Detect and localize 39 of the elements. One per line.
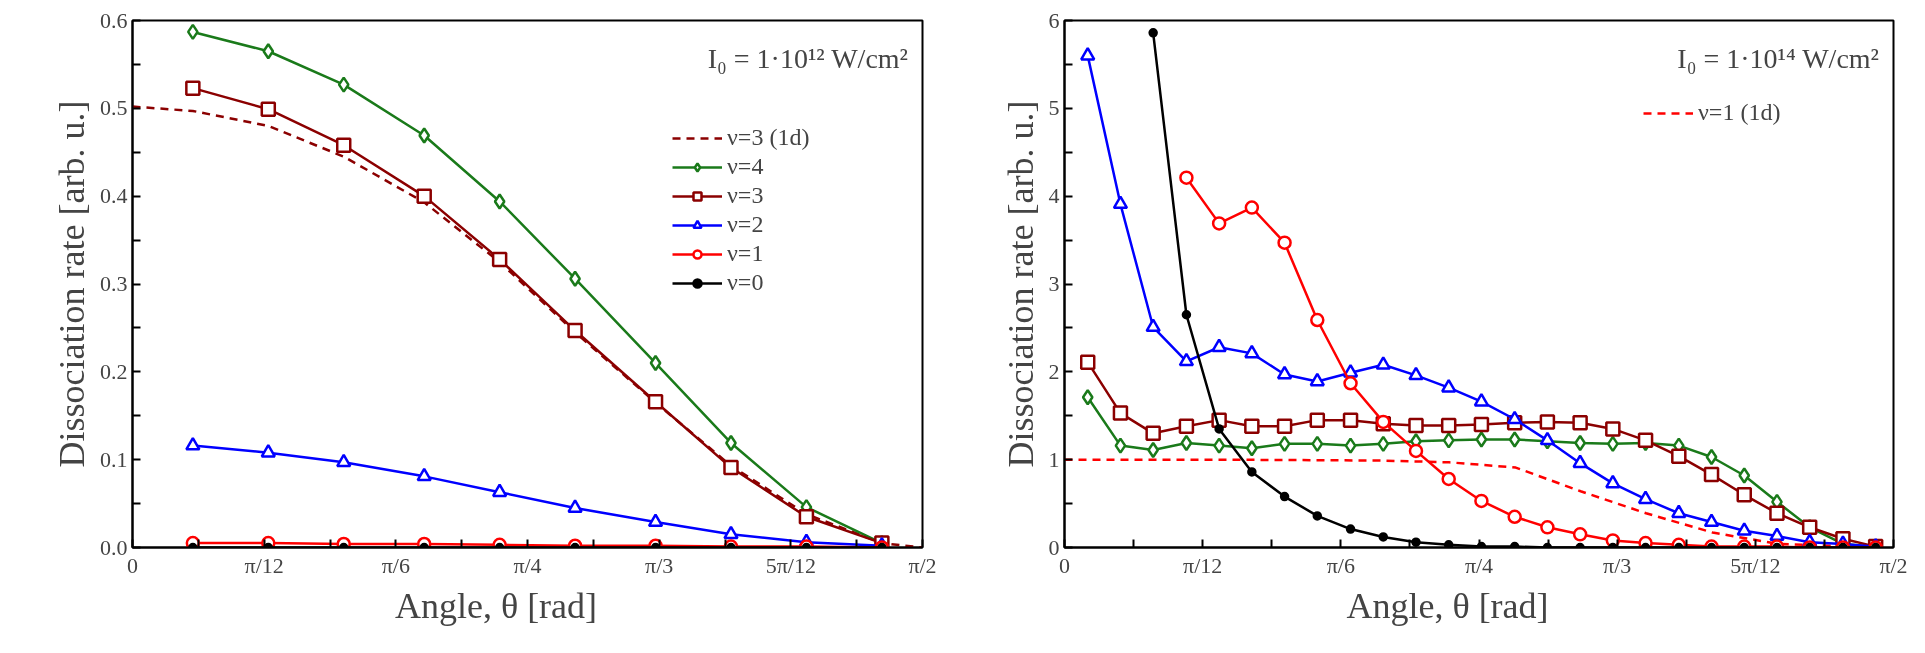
annotation: I₀ = 1·10¹² W/cm² xyxy=(707,42,908,74)
y-tick-label: 0.3 xyxy=(100,271,128,296)
y-tick-label: 0.0 xyxy=(100,534,128,560)
x-axis-title: Angle, θ [rad] xyxy=(394,585,598,626)
x-tick-label: 5π/12 xyxy=(765,552,816,578)
y-tick-label: 0.2 xyxy=(100,358,128,384)
y-tick-label: 4 xyxy=(1048,183,1060,209)
legend-label: ν=4 xyxy=(727,153,764,180)
x-tick-label: 5π/12 xyxy=(1730,552,1781,578)
y-tick-label: 1 xyxy=(1048,446,1060,472)
y-tick-label: 0 xyxy=(1048,534,1060,560)
x-tick-label: π/12 xyxy=(244,552,284,578)
y-tick-label: 0.6 xyxy=(100,7,128,33)
x-tick-label: π/6 xyxy=(381,552,410,578)
y-tick-label: 5 xyxy=(1048,95,1060,121)
x-tick-label: π/2 xyxy=(1879,552,1908,578)
legend-label: ν=0 xyxy=(727,269,764,296)
legend-label: ν=3 (1d) xyxy=(727,124,810,151)
legend-label: ν=2 xyxy=(727,211,764,238)
x-tick-label: π/4 xyxy=(1464,552,1494,578)
annotation: I₀ = 1·10¹⁴ W/cm² xyxy=(1677,42,1880,74)
x-tick-label: π/12 xyxy=(1183,552,1223,578)
x-tick-label: π/3 xyxy=(1603,552,1632,578)
legend-label: ν=1 xyxy=(727,240,764,267)
y-tick-label: 0.5 xyxy=(100,95,128,121)
legend-label: ν=1 (1d) xyxy=(1698,99,1781,126)
legend-label: ν=3 xyxy=(727,182,764,209)
x-tick-label: π/6 xyxy=(1326,552,1355,578)
x-tick-label: π/4 xyxy=(513,552,542,578)
x-tick-label: π/2 xyxy=(908,552,937,578)
y-tick-label: 3 xyxy=(1048,271,1060,296)
y-tick-label: 0.1 xyxy=(100,446,128,472)
x-axis-title: Angle, θ [rad] xyxy=(1346,585,1549,626)
x-tick-label: π/3 xyxy=(645,552,674,578)
y-axis-title: Dissociation rate [arb. u.] xyxy=(52,100,92,468)
y-tick-label: 2 xyxy=(1048,358,1060,384)
y-tick-label: 0.4 xyxy=(100,183,128,209)
y-tick-label: 6 xyxy=(1048,7,1060,33)
y-axis-title: Dissociation rate [arb. u.] xyxy=(1000,100,1041,468)
